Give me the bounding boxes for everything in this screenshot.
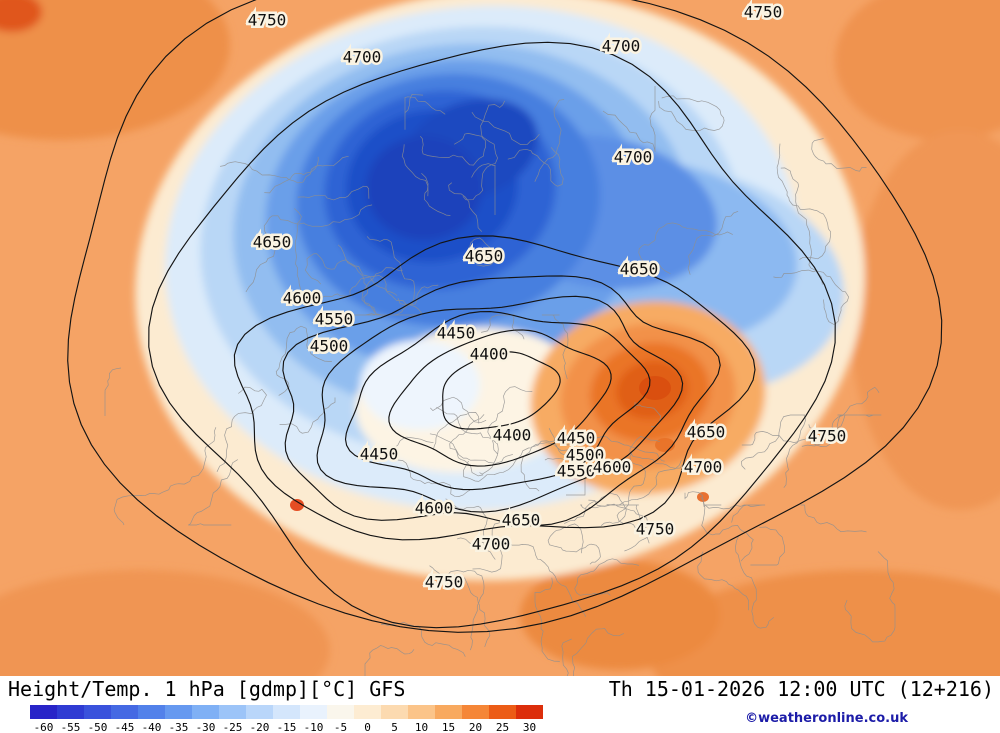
valid-time-label: Th 15-01-2026 12:00 UTC (12+216) (608, 677, 994, 701)
coastline-path (364, 436, 684, 676)
temperature-colorbar (30, 705, 543, 719)
colorbar-tick: 10 (414, 721, 429, 733)
contour-label: 4450 (557, 429, 596, 448)
colorbar-tick: -45 (114, 721, 135, 733)
coastline-path (684, 414, 882, 566)
colorbar-cell (84, 705, 111, 719)
colorbar-cell (165, 705, 192, 719)
colorbar-cell (273, 705, 300, 719)
height-contour-4750 (67, 0, 943, 633)
contour-label: 4600 (415, 499, 454, 518)
height-contours (67, 0, 943, 633)
colorbar-cell (354, 705, 381, 719)
colorbar-cell (246, 705, 273, 719)
colorbar-cell (111, 705, 138, 719)
colorbar-cell (192, 705, 219, 719)
contour-label: 4400 (493, 426, 532, 445)
contour-label: 4750 (636, 520, 675, 539)
contour-label: 4750 (425, 573, 464, 592)
contour-label: 4500 (566, 446, 605, 465)
product-label: Height/Temp. 1 hPa [gdmp][°C] GFS (8, 677, 406, 701)
colorbar-tick: -60 (33, 721, 54, 733)
colorbar-tick-labels: -60 -55 -50 -45 -40 -35 -30 -25 -20 -15 -10 -5 0 5 10 1… (30, 721, 590, 733)
contour-label: 4650 (465, 247, 504, 266)
contour-label: 4750 (744, 3, 783, 22)
colorbar-tick: -50 (87, 721, 108, 733)
colorbar-tick: -30 (195, 721, 216, 733)
height-contour-4450 (388, 329, 612, 467)
coastline-path (634, 95, 880, 446)
contour-label: 4400 (470, 345, 509, 364)
contour-label: 4500 (310, 337, 349, 356)
colorbar-tick: -5 (333, 721, 348, 733)
colorbar-cell (57, 705, 84, 719)
contour-label: 4700 (602, 37, 641, 56)
copyright-link[interactable]: ©weatheronline.co.uk (745, 711, 908, 726)
colorbar-cell (408, 705, 435, 719)
height-contour-4650 (233, 235, 756, 541)
colorbar-tick: -25 (222, 721, 243, 733)
contour-label: 4700 (343, 48, 382, 67)
height-contour-4500 (344, 311, 651, 491)
height-contour-4700 (148, 41, 836, 629)
height-contour-4400 (442, 351, 561, 430)
contour-label: 4750 (248, 11, 287, 30)
contour-label: 4650 (253, 233, 292, 252)
colorbar-cell (327, 705, 354, 719)
colorbar-cell (516, 705, 543, 719)
weather-map: 4750470047004750470046504650465046004550… (0, 0, 1000, 676)
contour-label: 4600 (593, 458, 632, 477)
height-contour-4600 (282, 275, 721, 527)
temperature-hotspots (290, 376, 709, 511)
contour-label: 4450 (437, 324, 476, 343)
colorbar-cell (219, 705, 246, 719)
contour-label: 4550 (557, 462, 596, 481)
contour-label: 4700 (684, 458, 723, 477)
coastline-path (104, 325, 336, 526)
contour-labels: 4750470047004750470046504650465046004550… (245, 0, 849, 594)
colorbar-tick: -15 (276, 721, 297, 733)
colorbar-cell (435, 705, 462, 719)
colorbar-tick: -10 (303, 721, 324, 733)
contour-label: 4750 (808, 427, 847, 446)
coastline-path (404, 86, 656, 216)
colorbar-tick: 5 (391, 721, 398, 733)
colorbar-tick: 20 (468, 721, 483, 733)
colorbar-tick: 30 (522, 721, 537, 733)
contour-label: 4700 (614, 148, 653, 167)
colorbar-cell (300, 705, 327, 719)
contour-label: 4450 (360, 445, 399, 464)
contour-label: 4550 (315, 310, 354, 329)
colorbar-tick: 25 (495, 721, 510, 733)
colorbar-tick: 0 (364, 721, 371, 733)
colorbar-tick: -20 (249, 721, 270, 733)
coastline-path (534, 504, 896, 676)
colorbar-cell (30, 705, 57, 719)
colorbar-tick: -40 (141, 721, 162, 733)
contour-label: 4650 (620, 260, 659, 279)
contour-label: 4600 (283, 289, 322, 308)
colorbar-tick: -35 (168, 721, 189, 733)
footer-bar: Height/Temp. 1 hPa [gdmp][°C] GFS Th 15-… (0, 676, 1000, 733)
height-contour-4550 (316, 295, 684, 513)
colorbar-cell (489, 705, 516, 719)
contour-label: 4650 (502, 511, 541, 530)
colorbar-cell (381, 705, 408, 719)
contour-label: 4700 (472, 535, 511, 554)
coastlines (104, 86, 896, 676)
colorbar-tick: -55 (60, 721, 81, 733)
colorbar-cell (138, 705, 165, 719)
colorbar-tick: 15 (441, 721, 456, 733)
contour-label: 4650 (687, 423, 726, 442)
colorbar-cell (462, 705, 489, 719)
